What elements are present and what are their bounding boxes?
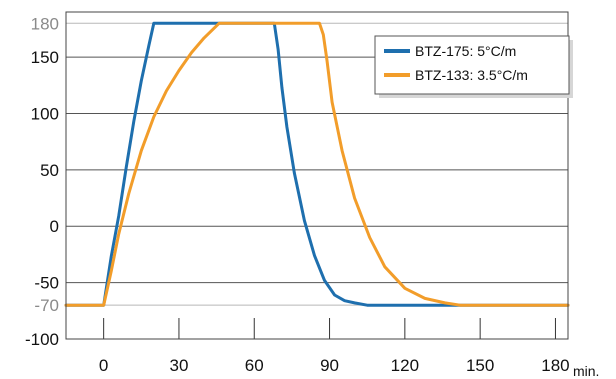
legend-box [374, 35, 570, 95]
y-tick-label: 180 [31, 14, 59, 33]
y-tick-label: -100 [25, 330, 59, 349]
y-tick-label: -70 [34, 296, 59, 315]
x-tick-label: 90 [320, 356, 339, 375]
x-tick-label: 60 [245, 356, 264, 375]
series-line [64, 21, 570, 307]
plot-frame [65, 11, 569, 340]
legend: BTZ-175: 5°C/m BTZ-133: 3.5°C/m [374, 35, 573, 98]
x-tick-label: 30 [169, 356, 188, 375]
y-tick-label: 50 [40, 161, 59, 180]
x-tick-label: 150 [466, 356, 494, 375]
y-tick-label: 150 [31, 48, 59, 67]
series-line [64, 21, 570, 307]
y-tick-labels: -100 -70 -50 0 50 100 150 180 [25, 14, 59, 349]
y-tick-label: 100 [31, 104, 59, 123]
x-tick-labels: 0 30 60 90 120 150 180 [99, 356, 570, 375]
series-lines [64, 21, 570, 307]
y-tick-label: 0 [50, 217, 59, 236]
x-unit-label: min. [573, 363, 599, 379]
x-tick-label: 180 [541, 356, 569, 375]
x-ticks [103, 318, 556, 339]
legend-label: BTZ-133: 3.5°C/m [415, 67, 528, 83]
x-tick-label: 120 [391, 356, 419, 375]
legend-label: BTZ-175: 5°C/m [415, 43, 516, 59]
y-tick-label: -50 [34, 274, 59, 293]
x-tick-label: 0 [99, 356, 108, 375]
